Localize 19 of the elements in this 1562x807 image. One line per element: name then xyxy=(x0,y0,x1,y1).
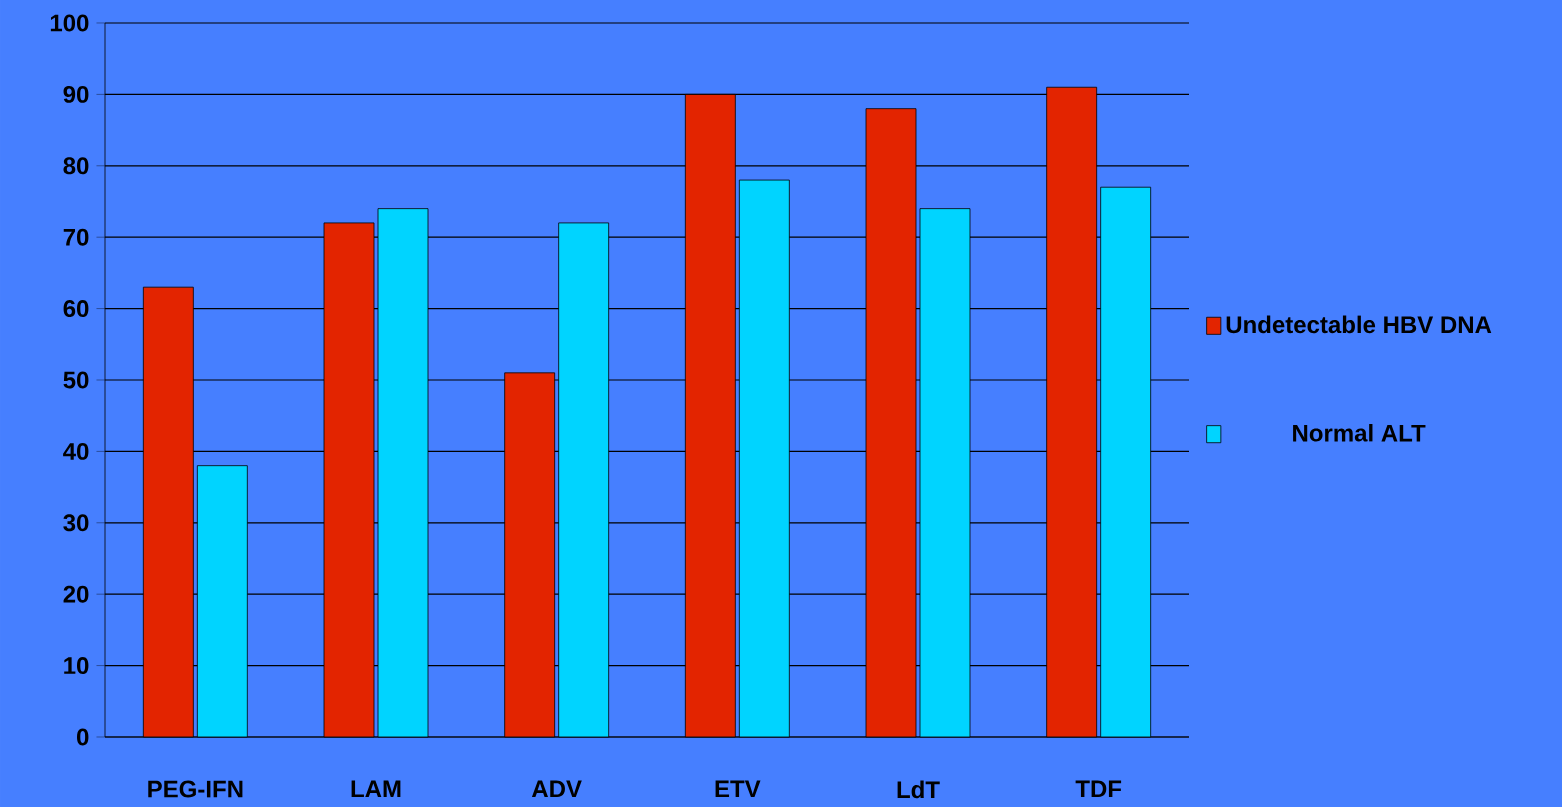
x-tick-label: TDF xyxy=(1075,780,1122,798)
text: Normal ALT xyxy=(1293,424,1426,442)
legend-label: Undetectable HBV DNA xyxy=(1226,315,1492,334)
y-tick-label: 40 xyxy=(63,442,89,460)
y-tick-label: 30 xyxy=(63,514,89,532)
y-tick-label: 70 xyxy=(63,228,89,246)
y-tick-label: 20 xyxy=(63,585,89,603)
x-tick-label: PEG-IFN xyxy=(148,780,243,798)
y-tick-label: 100 xyxy=(50,14,89,32)
y-tick-label: 0 xyxy=(77,728,89,746)
x-tick-label: ETV xyxy=(715,780,761,798)
x-tick-label: LAM xyxy=(351,780,401,798)
y-tick-label: 90 xyxy=(63,85,89,103)
x-tick-label: LdT xyxy=(897,780,940,799)
y-tick-label: 50 xyxy=(63,371,89,389)
y-tick-label: 60 xyxy=(63,300,89,318)
y-tick-label: 80 xyxy=(63,157,89,175)
x-tick-label: ADV xyxy=(531,780,582,798)
y-tick-label: 10 xyxy=(64,657,89,675)
